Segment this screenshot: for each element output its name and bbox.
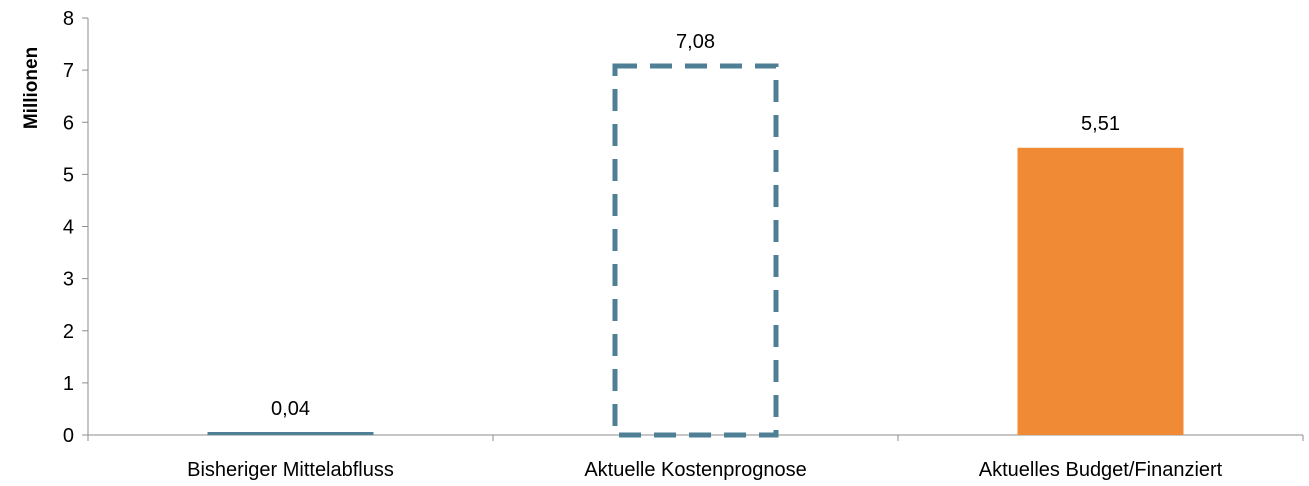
y-axis-title: Millionen <box>21 47 42 129</box>
y-tick-label: 0 <box>63 425 74 447</box>
x-category-label: Aktuelle Kostenprognose <box>584 459 806 481</box>
x-category-label: Aktuelles Budget/Finanziert <box>979 459 1223 481</box>
data-label: 5,51 <box>1081 113 1120 135</box>
y-tick-label: 3 <box>63 269 74 291</box>
bar <box>1017 147 1184 435</box>
y-tick-label: 6 <box>63 112 74 134</box>
y-tick-label: 1 <box>63 373 74 395</box>
y-tick-label: 7 <box>63 60 74 82</box>
y-tick-label: 8 <box>63 8 74 30</box>
bar <box>612 63 779 438</box>
y-tick-label: 5 <box>63 164 74 186</box>
labels: 0,04 Bisheriger Mittelabfluss 7,08 Aktuelle… <box>187 31 1223 481</box>
data-label: 7,08 <box>676 31 715 53</box>
bars <box>207 63 1184 438</box>
x-category-label: Bisheriger Mittelabfluss <box>187 459 394 481</box>
bar <box>207 432 374 435</box>
data-label: 0,04 <box>271 398 310 420</box>
y-tick-label: 2 <box>63 321 74 343</box>
y-tick-label: 4 <box>63 217 74 239</box>
